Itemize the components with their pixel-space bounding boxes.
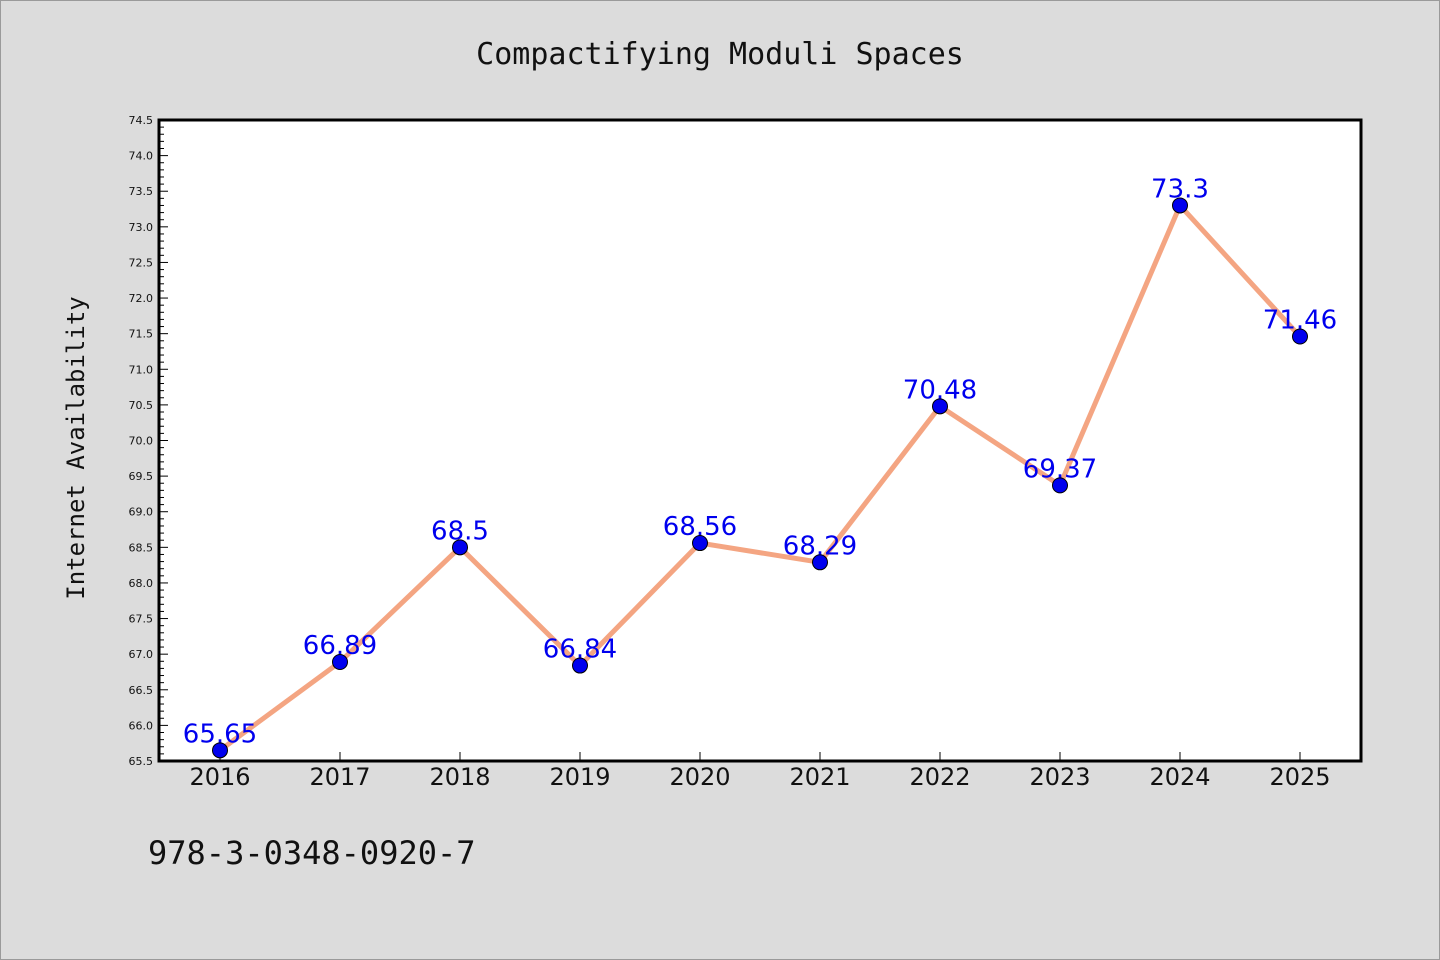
- y-tick-label: 66.5: [129, 684, 154, 697]
- y-tick-label: 70.0: [129, 435, 154, 448]
- x-tick-label: 2025: [1269, 763, 1330, 791]
- data-label: 68.29: [783, 531, 857, 561]
- data-point: [692, 535, 708, 552]
- x-tick-label: 2023: [1029, 763, 1090, 791]
- data-point: [212, 742, 228, 759]
- y-axis-label: Internet Availability: [62, 296, 90, 599]
- y-tick-label: 69.0: [129, 506, 154, 519]
- data-point: [572, 657, 588, 674]
- x-tick-label: 2024: [1149, 763, 1210, 791]
- y-tick-label: 73.0: [129, 221, 154, 234]
- x-tick-label: 2020: [669, 763, 730, 791]
- data-label: 68.5: [431, 516, 489, 546]
- y-tick-label: 68.0: [129, 577, 154, 590]
- y-tick-label: 71.5: [129, 328, 154, 341]
- series-line: [217, 202, 1303, 753]
- y-axis: 65.5 66.0 66.5 67.0 67.5 68.0 68.5 69.0 69.5 70.0…: [129, 114, 168, 768]
- x-tick-label: 2019: [549, 763, 610, 791]
- isbn-footer: 978-3-0348-0920-7: [148, 834, 476, 872]
- x-tick-label: 2016: [189, 763, 250, 791]
- x-tick-label: 2018: [429, 763, 490, 791]
- data-point: [1292, 328, 1308, 345]
- y-tick-label: 65.5: [129, 755, 154, 768]
- data-labels-layer: 65.65 66.89 68.5 66.84 68.56 68.29 70.48 69.37 7…: [183, 174, 1337, 749]
- data-point: [332, 654, 348, 671]
- data-point: [812, 554, 828, 571]
- y-tick-label: 71.0: [129, 363, 154, 376]
- y-tick-label: 72.0: [129, 292, 154, 305]
- y-tick-label: 74.5: [129, 114, 154, 127]
- data-point: [932, 398, 948, 415]
- x-axis: 2016 2017 2018 2019 2020 2021 2022 2023 2024 2025: [189, 752, 1331, 791]
- y-tick-label: 67.0: [129, 648, 154, 661]
- data-label: 73.3: [1151, 174, 1209, 204]
- data-point: [1052, 477, 1068, 494]
- x-tick-label: 2022: [909, 763, 970, 791]
- chart-title: Compactifying Moduli Spaces: [476, 37, 964, 72]
- y-tick-label: 73.5: [129, 185, 154, 198]
- y-tick-label: 66.0: [129, 719, 154, 732]
- series-layer: [212, 197, 1308, 759]
- data-label: 71.46: [1263, 306, 1337, 336]
- y-tick-label: 69.5: [129, 470, 154, 483]
- x-tick-label: 2021: [789, 763, 850, 791]
- y-tick-label: 68.5: [129, 541, 154, 554]
- data-label: 66.84: [543, 635, 617, 665]
- plot-area: [157, 118, 1363, 763]
- y-tick-label: 74.0: [129, 150, 154, 163]
- y-tick-label: 67.5: [129, 613, 154, 626]
- data-point: [1172, 197, 1188, 214]
- data-label: 70.48: [903, 375, 977, 405]
- data-label: 68.56: [663, 512, 737, 542]
- y-tick-label: 72.5: [129, 256, 154, 269]
- x-tick-label: 2017: [309, 763, 370, 791]
- data-label: 69.37: [1023, 454, 1097, 484]
- data-point: [452, 539, 468, 556]
- data-label: 65.65: [183, 719, 257, 749]
- y-tick-label: 70.5: [129, 399, 154, 412]
- data-label: 66.89: [303, 631, 377, 661]
